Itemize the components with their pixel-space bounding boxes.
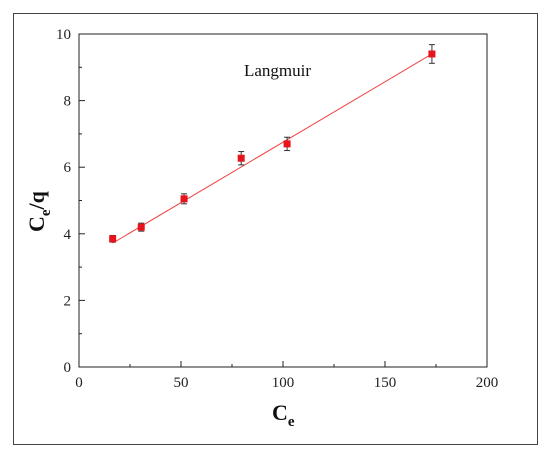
y-tick-label: 0 (64, 360, 72, 376)
x-tick-label: 150 (374, 375, 397, 391)
y-tick-label: 8 (64, 94, 72, 110)
data-point (109, 235, 117, 243)
data-point (237, 154, 245, 162)
tick-group: 0 50 100 150 200 0 2 4 6 8 10 (56, 27, 498, 391)
y-axis-title-sub: e (38, 209, 54, 216)
x-tick-label: 100 (272, 375, 295, 391)
y-tick-label: 6 (64, 160, 72, 176)
y-axis-title-rest: /q (24, 190, 49, 210)
x-axis-title-main: C (272, 400, 288, 425)
chart-annotation: Langmuir (244, 61, 311, 80)
linear-fit-line (112, 53, 433, 244)
x-axis-title-sub: e (288, 414, 295, 430)
data-point (428, 50, 436, 58)
x-tick-label: 50 (174, 375, 189, 391)
data-points-group (109, 44, 436, 243)
y-tick-label: 4 (64, 227, 72, 243)
data-point (137, 223, 145, 231)
y-tick-label: 10 (56, 27, 71, 43)
x-tick-label: 200 (476, 375, 499, 391)
fit-line-group (112, 53, 433, 244)
data-point (180, 195, 188, 203)
x-axis-title: Ce (272, 400, 295, 430)
plot-area (78, 33, 488, 368)
data-point (283, 140, 291, 148)
y-axis-title-main: C (24, 216, 49, 232)
figure-frame (13, 13, 538, 445)
y-tick-label: 2 (64, 293, 72, 309)
y-axis-title: Ce/q (24, 190, 54, 232)
x-tick-label: 0 (75, 375, 83, 391)
